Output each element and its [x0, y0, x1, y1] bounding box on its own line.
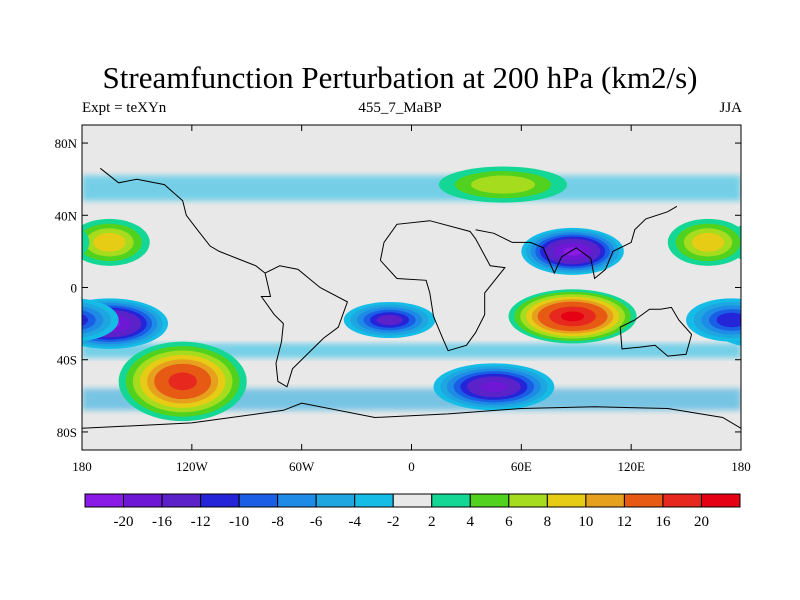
x-tick-label: 60W: [289, 459, 315, 474]
contour-level: [778, 342, 800, 421]
y-tick-label: 40S: [57, 353, 77, 368]
coast-north-america-west: [99, 167, 266, 274]
contour-level: [480, 381, 508, 393]
x-tick-label: 60E: [511, 459, 532, 474]
colorbar-label: 4: [467, 514, 475, 530]
colorbar-box: [585, 493, 625, 508]
colorbar-box: [315, 493, 356, 508]
colorbar-box: [700, 493, 741, 508]
coast-australia: [619, 306, 693, 357]
season-label: JJA: [719, 100, 742, 116]
cyclone-s-indian: [433, 363, 555, 411]
x-tick-label: 180: [731, 459, 751, 474]
contour-level: [736, 232, 741, 253]
contour-level: [716, 312, 741, 328]
colorbar-box: [546, 493, 587, 508]
case-label: 455_7_MaBP: [358, 100, 442, 116]
colorbar-label: -16: [152, 514, 172, 530]
coast-antarctica: [82, 402, 741, 429]
axis-ticks: 180 120W 60W 0 60E 120E 180 80N 40N 0 40S 80S: [55, 125, 751, 474]
colorbar-label: -6: [310, 514, 323, 530]
colorbar-label: 6: [505, 514, 513, 530]
contour-level: [752, 233, 784, 252]
colorbar-box: [662, 493, 702, 508]
colorbar-box: [392, 493, 433, 508]
cyclone-s-atlantic-sa: [343, 301, 436, 339]
contour-level: [82, 310, 96, 330]
experiment-label: Expt = teXYn: [82, 100, 167, 116]
contour-level: [33, 233, 65, 252]
x-tick-label: 120W: [176, 459, 209, 474]
x-tick-label: 0: [408, 459, 415, 474]
colorbar: -20 -16 -12 -10 -8 -6 -4 -2 2 4 6 8 10 12 16 20: [84, 493, 741, 530]
contour-level: [470, 175, 536, 194]
contour-level: [17, 224, 81, 262]
colorbar-box: [431, 493, 471, 508]
colorbar-label: -10: [229, 514, 249, 530]
colorbar-label: 10: [578, 514, 593, 530]
contour-level: [168, 372, 197, 391]
contour-level: [82, 228, 90, 256]
contour-level: [731, 312, 741, 335]
contour-features: [17, 166, 800, 422]
colorbar-box: [161, 493, 202, 508]
contour-level: [747, 314, 790, 332]
colorbar-label: -8: [271, 514, 284, 530]
x-tick-label: 180: [72, 459, 92, 474]
colorbar-box: [508, 493, 548, 508]
y-tick-label: 80N: [55, 136, 78, 151]
contour-level: [758, 319, 779, 328]
colorbar-label: -20: [114, 514, 134, 530]
contour-level: [25, 228, 73, 256]
band-s-subtrop: [82, 343, 741, 358]
y-tick-label: 40N: [55, 208, 78, 223]
contour-level: [376, 314, 403, 326]
anticyclone-n-pacific-e: [17, 218, 741, 266]
coast-eurasia-south: [475, 205, 678, 280]
coast-south-america: [260, 265, 349, 388]
contour-level: [744, 228, 792, 256]
band-n-midlat: [82, 175, 741, 201]
colorbar-label: 16: [655, 514, 671, 530]
coast-africa: [379, 220, 506, 352]
contour-field: [82, 175, 741, 411]
colorbar-box: [354, 493, 394, 508]
coastlines: [82, 167, 741, 429]
band-s-high: [82, 388, 741, 411]
contour-level: [82, 314, 89, 326]
anticyclone-s-asia: [508, 289, 637, 344]
colorbar-label: 2: [428, 514, 436, 530]
colorbar-label: 12: [617, 514, 632, 530]
colorbar-box: [200, 493, 240, 508]
contour-level: [792, 350, 800, 412]
colorbar-box: [84, 493, 125, 508]
anticyclone-s-pacific: [118, 341, 800, 422]
colorbar-label: 8: [544, 514, 552, 530]
colorbar-box: [623, 493, 664, 508]
colorbar-label: -12: [191, 514, 211, 530]
colorbar-label: -4: [348, 514, 361, 530]
contour-level: [736, 316, 741, 331]
contour-level: [691, 232, 725, 252]
y-tick-label: 0: [71, 281, 78, 296]
colorbar-label: 20: [694, 514, 709, 530]
plot-title: Streamfunction Perturbation at 200 hPa (…: [102, 60, 698, 95]
colorbar-label: -2: [387, 514, 400, 530]
colorbar-box: [123, 493, 163, 508]
colorbar-box: [277, 493, 317, 508]
contour-level: [560, 311, 585, 322]
contour-level: [93, 232, 126, 252]
contour-level: [785, 346, 800, 417]
colorbar-box: [469, 493, 510, 508]
contour-level: [563, 247, 582, 256]
cyclone-e-pacific: [82, 298, 741, 342]
y-tick-label: 80S: [57, 425, 77, 440]
colorbar-box: [238, 493, 279, 508]
anticyclone-n-asia: [438, 166, 568, 203]
x-tick-label: 120E: [617, 459, 645, 474]
